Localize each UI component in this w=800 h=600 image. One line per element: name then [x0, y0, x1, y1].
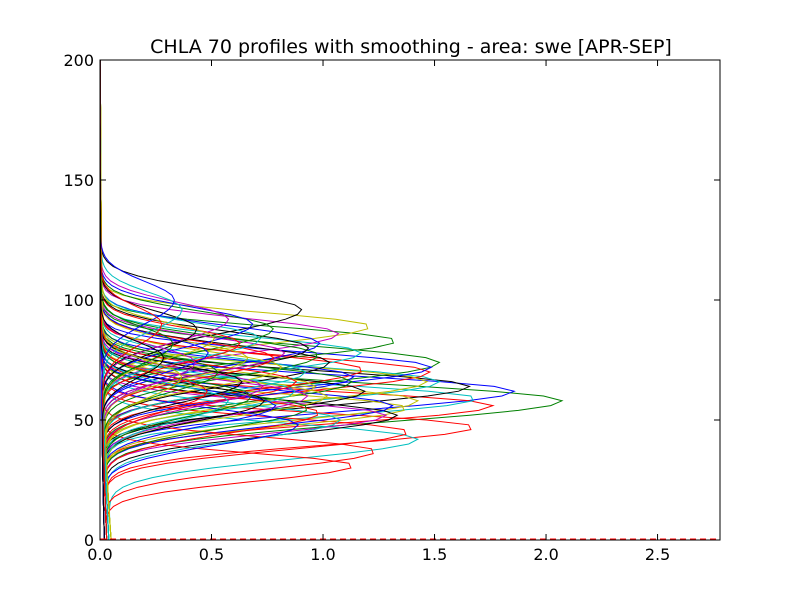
x-tick-label: 0.5 — [199, 545, 224, 564]
plot-area — [100, 60, 720, 540]
x-tick-label: 2.0 — [533, 545, 558, 564]
y-tick-label: 200 — [63, 51, 94, 70]
x-tick-label: 1.0 — [310, 545, 335, 564]
y-tick-label: 150 — [63, 171, 94, 190]
chart-title: CHLA 70 profiles with smoothing - area: … — [150, 36, 672, 58]
y-tick-label: 50 — [74, 411, 94, 430]
y-tick-label: 100 — [63, 291, 94, 310]
y-tick-label: 0 — [84, 531, 94, 550]
x-tick-label: 2.5 — [645, 545, 670, 564]
x-tick-label: 0.0 — [87, 545, 112, 564]
x-tick-label: 1.5 — [422, 545, 447, 564]
tick-layer: 0.0 0.5 1.0 1.5 2.0 2.5 0 50 100 150 200 — [63, 51, 720, 564]
